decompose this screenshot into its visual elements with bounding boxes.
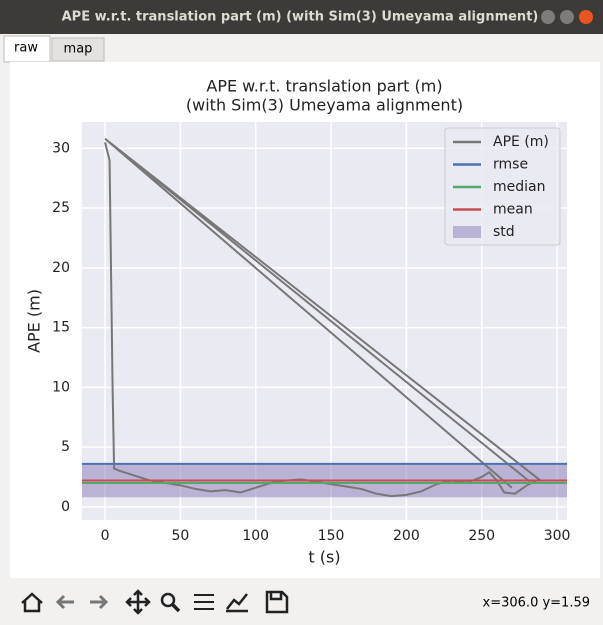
chart-title: APE w.r.t. translation part (m) [206,77,442,96]
x-tick-label: 200 [393,528,420,544]
x-axis-label: t (s) [308,548,340,567]
y-axis-label: APE (m) [25,289,44,353]
x-tick-label: 100 [242,528,269,544]
y-tick-label: 0 [61,499,70,515]
y-tick-label: 25 [52,200,70,216]
tab-active[interactable] [3,35,51,63]
minimize-button[interactable] [541,10,555,24]
chart-subtitle: (with Sim(3) Umeyama alignment) [186,96,463,115]
tab-label[interactable]: map [64,42,93,57]
y-tick-label: 15 [52,320,70,336]
toolbar [21,589,289,615]
back-icon[interactable] [55,594,74,610]
x-tick-label: 0 [101,528,110,544]
configure-icon[interactable] [194,594,214,610]
pan-icon[interactable] [125,589,151,615]
x-tick-label: 300 [544,528,571,544]
save-icon[interactable] [265,590,289,614]
zoom-icon[interactable] [160,592,176,608]
window-title: APE w.r.t. translation part (m) (with Si… [62,10,539,25]
legend-label: mean [493,202,533,218]
forward-icon[interactable] [90,594,109,610]
edit-icon[interactable] [226,593,248,613]
legend-label: APE (m) [493,134,549,150]
legend-swatch [453,226,481,238]
y-tick-label: 30 [52,140,70,156]
tab[interactable] [51,37,105,62]
plot: APE w.r.t. translation part (m)(with Sim… [25,77,571,567]
legend-label: median [493,179,545,195]
title-bar [0,0,603,34]
x-tick-label: 50 [171,528,189,544]
close-button[interactable] [579,10,593,24]
x-tick-label: 250 [468,528,495,544]
x-tick-label: 150 [318,528,345,544]
legend-label: rmse [493,157,528,173]
y-tick-label: 10 [52,379,70,395]
status-text: x=306.0 y=1.59 [483,596,590,611]
legend-label: std [493,224,515,240]
maximize-button[interactable] [560,10,574,24]
tab-label[interactable]: raw [14,41,38,56]
legend-box [444,127,561,246]
home-icon[interactable] [21,592,43,613]
y-tick-label: 5 [61,439,70,455]
y-tick-label: 20 [52,260,70,276]
